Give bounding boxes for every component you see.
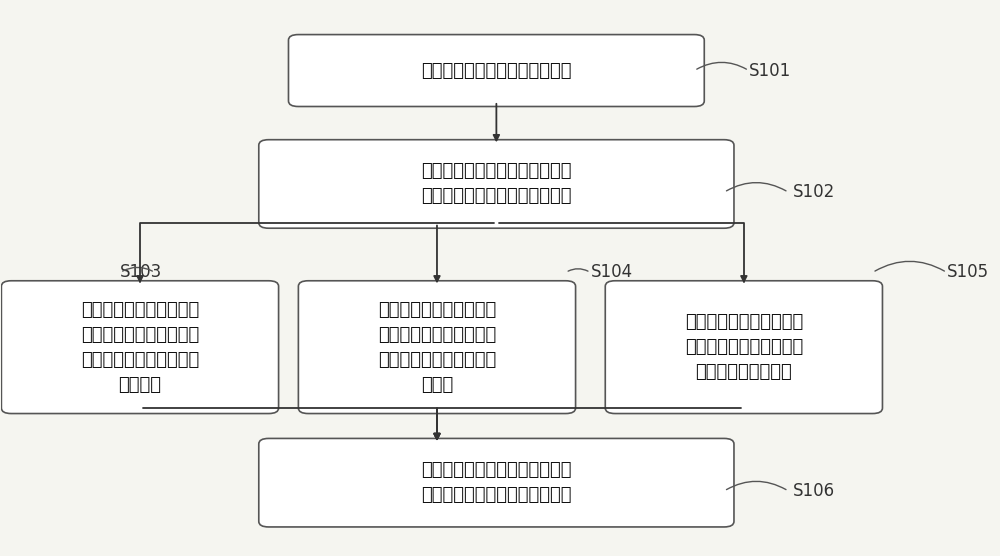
FancyBboxPatch shape	[259, 140, 734, 228]
Text: 若所述数据在光盘刻录缓
存区，从光盘刻录缓存区
中读取所述物理地址对应
的数据: 若所述数据在光盘刻录缓 存区，从光盘刻录缓存区 中读取所述物理地址对应 的数据	[378, 301, 496, 394]
FancyBboxPatch shape	[1, 281, 279, 414]
Text: S101: S101	[749, 62, 791, 80]
FancyBboxPatch shape	[259, 439, 734, 527]
Text: S105: S105	[947, 264, 989, 281]
FancyBboxPatch shape	[288, 34, 704, 107]
FancyBboxPatch shape	[298, 281, 576, 414]
Text: 接收前端主机发出的读数据请求: 接收前端主机发出的读数据请求	[421, 62, 572, 80]
Text: 根据所述读数据请求查找数据分
配表，确定数据所在的物理地址: 根据所述读数据请求查找数据分 配表，确定数据所在的物理地址	[421, 461, 572, 504]
Text: S103: S103	[120, 264, 162, 281]
Text: S104: S104	[590, 264, 633, 281]
Text: S102: S102	[793, 183, 836, 201]
FancyBboxPatch shape	[605, 281, 882, 414]
Text: S106: S106	[793, 482, 835, 500]
Text: 根据所述读数据请求查找数据分
配表，确定数据所在的物理地址: 根据所述读数据请求查找数据分 配表，确定数据所在的物理地址	[421, 162, 572, 206]
Text: 若所述数据在读缓存器中
，从读缓存器中读取所述
物理地址对应的数据: 若所述数据在读缓存器中 ，从读缓存器中读取所述 物理地址对应的数据	[685, 313, 803, 381]
Text: 若所述数据在光盘上，选
择一个空闲光盘驱动器读
取光盘上所述物理地址对
应的数据: 若所述数据在光盘上，选 择一个空闲光盘驱动器读 取光盘上所述物理地址对 应的数据	[81, 301, 199, 394]
